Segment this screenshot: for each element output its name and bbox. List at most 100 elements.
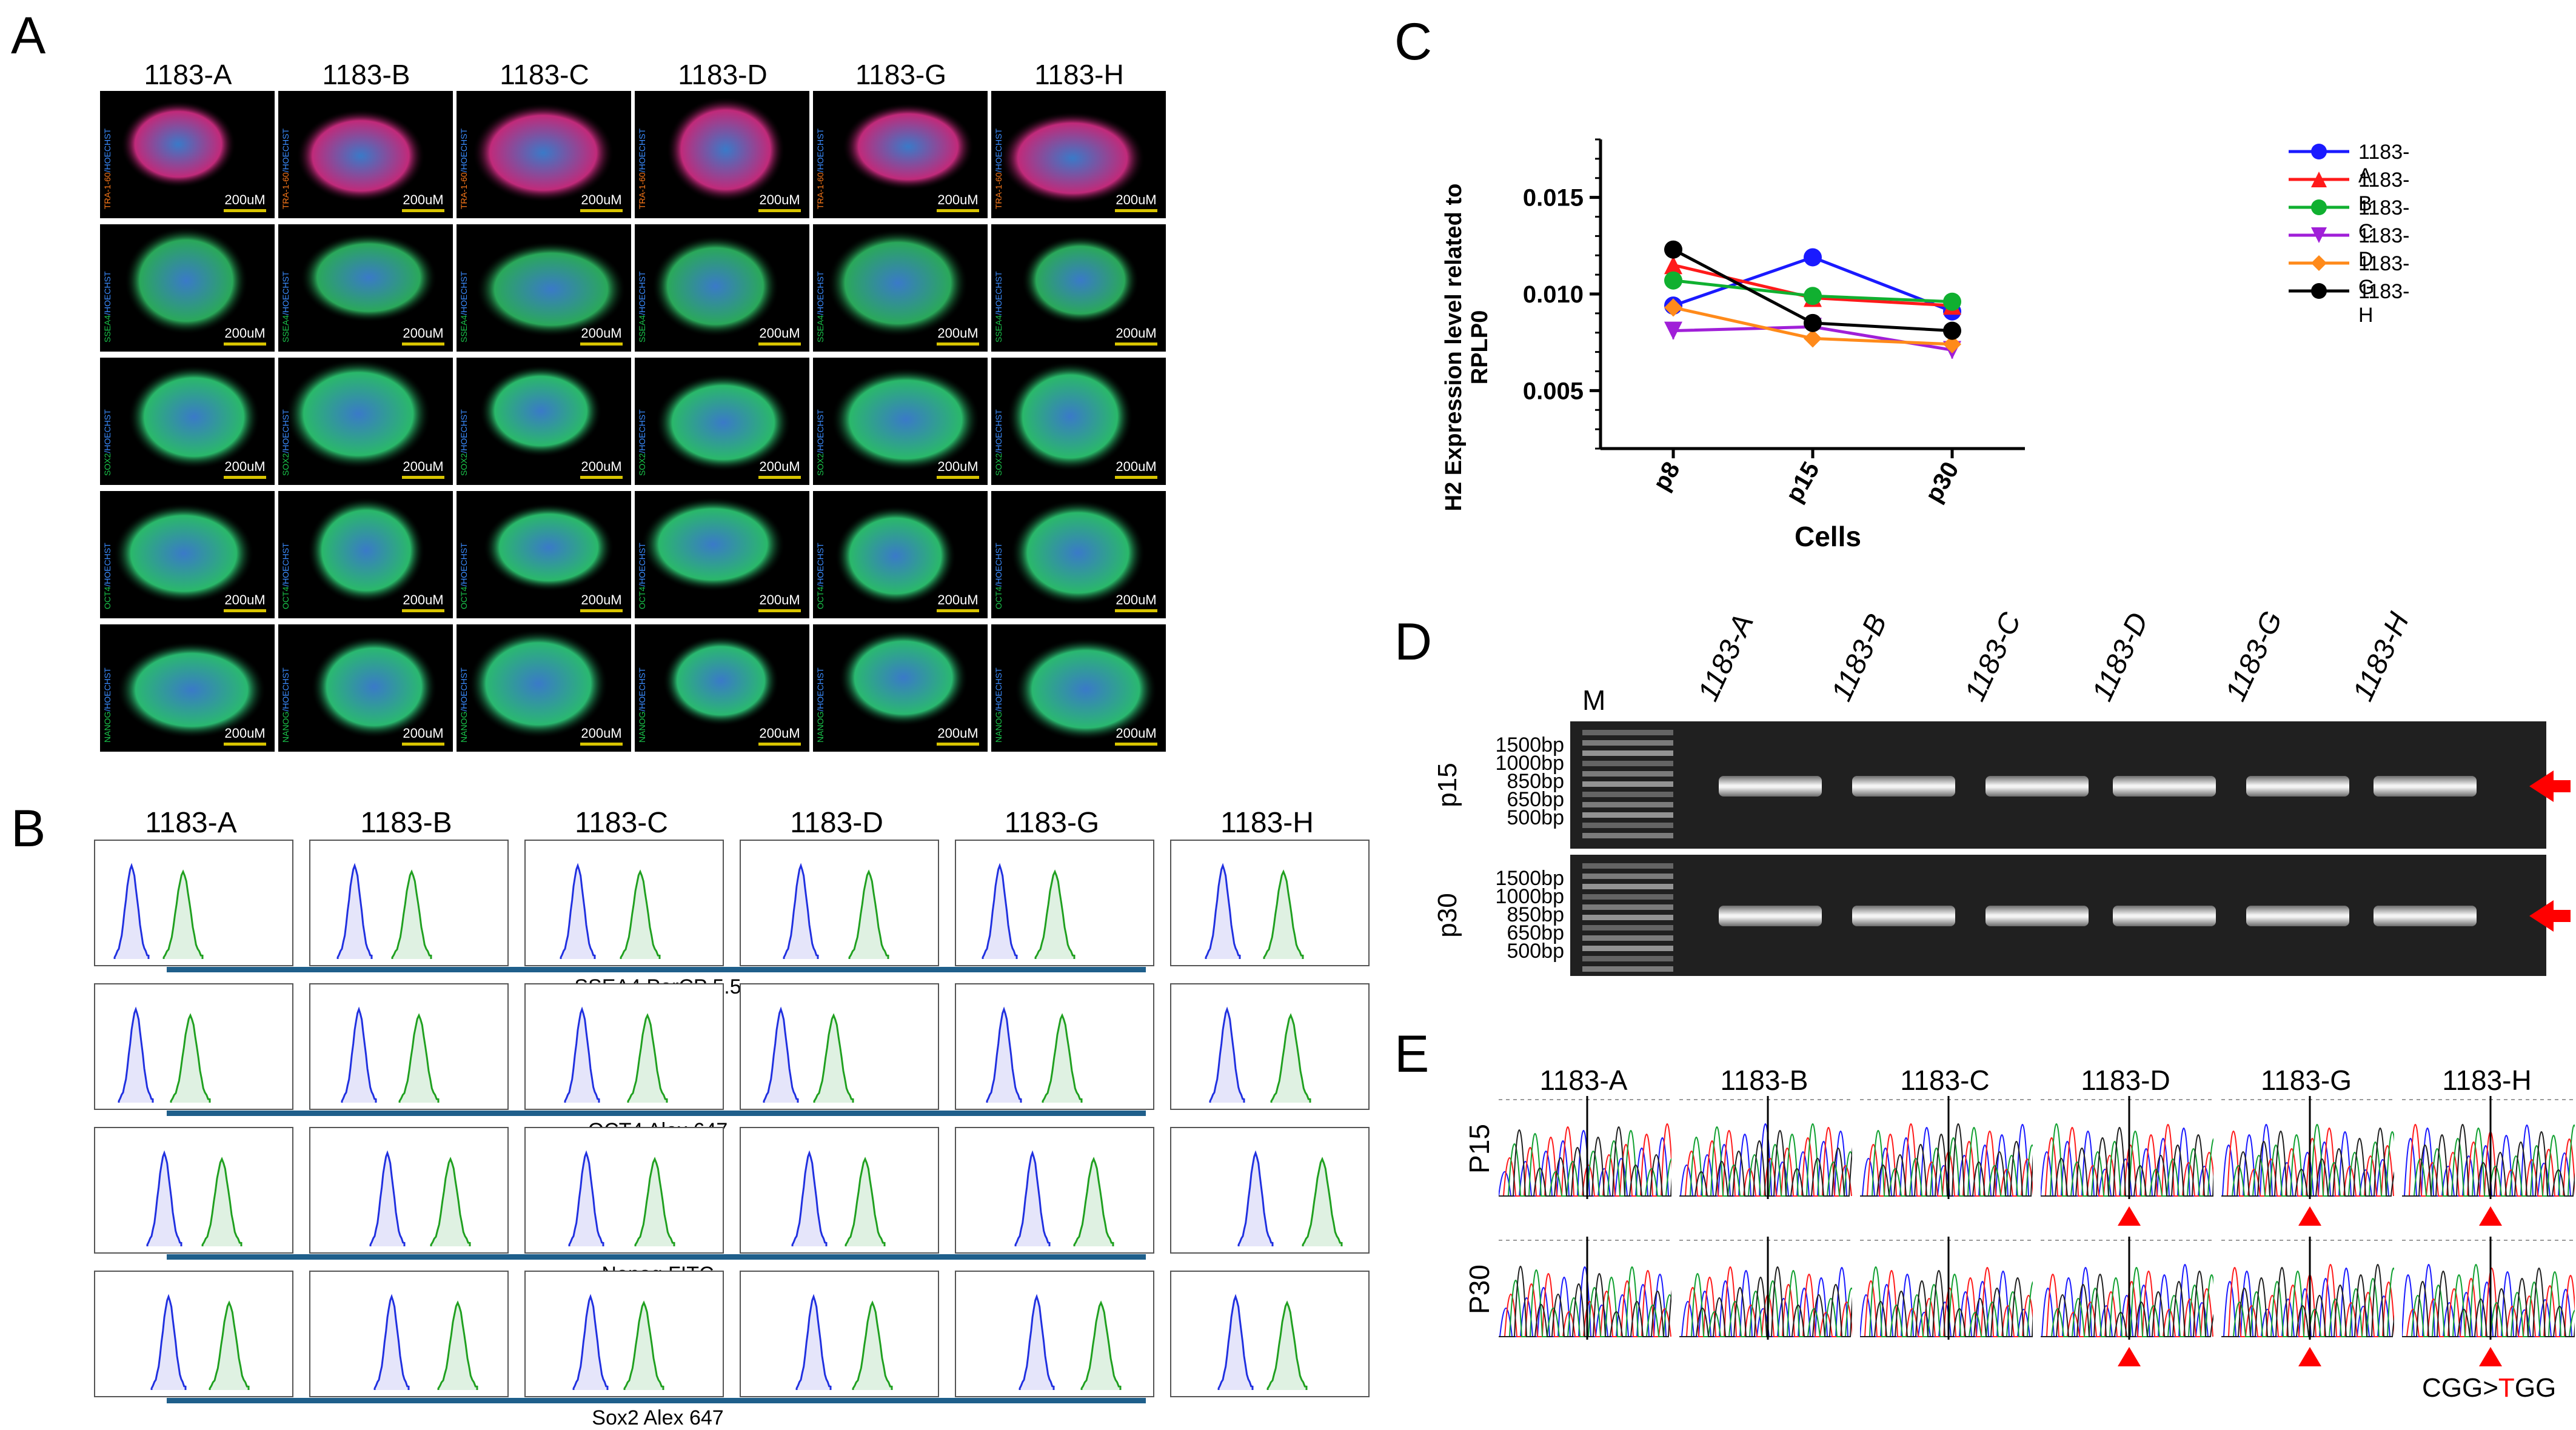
e-chromatogram bbox=[2221, 1237, 2405, 1340]
a-stain-sep: / bbox=[815, 709, 825, 712]
d-ladder-label: M bbox=[1582, 684, 1606, 716]
e-chromatogram bbox=[1499, 1237, 1681, 1340]
a-scale-bar: 200uM bbox=[1115, 459, 1157, 479]
e-chromatogram bbox=[1860, 1096, 2044, 1199]
a-scale-line bbox=[224, 209, 266, 212]
a-stain-sep: / bbox=[281, 450, 290, 453]
a-stain-counter: HOECHST bbox=[637, 667, 647, 709]
d-bp-label: 1000bp bbox=[1495, 885, 1564, 908]
b-histogram bbox=[740, 840, 939, 966]
d-ladder-band bbox=[1582, 761, 1673, 766]
e-mutation-arrow-icon bbox=[2479, 1206, 2502, 1226]
a-stain-sep: / bbox=[637, 709, 647, 712]
a-stain-counter: HOECHST bbox=[994, 128, 1003, 170]
d-sample-band bbox=[1852, 776, 1955, 797]
a-scale-bar: 200uM bbox=[402, 459, 444, 479]
e-chromatogram bbox=[1859, 1237, 2045, 1340]
a-stain-counter: HOECHST bbox=[281, 543, 290, 584]
a-scale-text: 200uM bbox=[403, 726, 444, 741]
a-scale-bar: 200uM bbox=[580, 592, 623, 612]
a-scale-bar: 200uM bbox=[402, 192, 444, 212]
a-colony bbox=[838, 629, 968, 726]
a-stain-sep: / bbox=[459, 450, 469, 453]
a-stain-label: NANOG/HOECHST bbox=[994, 636, 1003, 743]
a-colony bbox=[296, 109, 425, 202]
a-stain-counter: HOECHST bbox=[459, 667, 469, 709]
e-mutation-arrow-icon bbox=[2118, 1347, 2141, 1366]
d-ladder-band bbox=[1582, 966, 1673, 972]
d-ladder-band bbox=[1582, 740, 1673, 746]
b-histogram bbox=[94, 983, 293, 1110]
a-stain-label: OCT4/HOECHST bbox=[459, 503, 469, 609]
d-ladder-band bbox=[1582, 874, 1673, 879]
a-micrograph-tile: NANOG/HOECHST 200uM bbox=[457, 624, 631, 752]
d-sample-band bbox=[1986, 906, 2089, 926]
d-ladder-band bbox=[1582, 730, 1673, 735]
c-legend-label: 1183-B bbox=[2358, 169, 2410, 215]
a-colony bbox=[286, 359, 431, 469]
a-stain-sep: / bbox=[281, 312, 290, 315]
a-stain-counter: HOECHST bbox=[102, 128, 112, 170]
a-stain-label: NANOG/HOECHST bbox=[102, 636, 112, 743]
d-lane-label: 1183-D bbox=[2086, 607, 2155, 706]
a-stain-marker: NANOG bbox=[459, 711, 469, 743]
a-stain-label: TRA-1-60/HOECHST bbox=[815, 103, 825, 209]
b-histogram bbox=[740, 1127, 939, 1254]
a-stain-counter: HOECHST bbox=[637, 271, 647, 313]
a-scale-line bbox=[1115, 209, 1157, 212]
a-stain-counter: HOECHST bbox=[102, 271, 112, 313]
a-stain-label: TRA-1-60/HOECHST bbox=[102, 103, 112, 209]
a-stain-marker: TRA-1-60 bbox=[102, 172, 112, 209]
c-legend-swatch bbox=[2289, 255, 2349, 271]
a-stain-counter: HOECHST bbox=[815, 667, 825, 709]
a-colony bbox=[480, 365, 602, 457]
a-scale-line bbox=[580, 609, 623, 612]
d-bp-label: 850bp bbox=[1507, 903, 1564, 926]
d-ladder-band bbox=[1582, 894, 1673, 900]
c-ytick-label: 0.015 bbox=[1523, 185, 1584, 212]
d-ladder-band bbox=[1582, 863, 1673, 869]
a-stain-label: SOX2/HOECHST bbox=[459, 370, 469, 476]
a-stain-counter: HOECHST bbox=[102, 543, 112, 584]
b-histogram bbox=[1170, 983, 1370, 1110]
b-column-label: 1183-C bbox=[575, 807, 668, 839]
a-stain-marker: SOX2 bbox=[459, 453, 469, 476]
a-colony bbox=[835, 506, 956, 606]
a-scale-bar: 200uM bbox=[402, 592, 444, 612]
a-stain-sep: / bbox=[102, 170, 112, 173]
panel-a-letter: A bbox=[11, 7, 46, 65]
a-scale-text: 200uM bbox=[403, 326, 444, 341]
a-stain-counter: HOECHST bbox=[994, 271, 1003, 313]
a-stain-counter: HOECHST bbox=[459, 128, 469, 170]
a-micrograph-tile: SOX2/HOECHST 200uM bbox=[635, 358, 809, 485]
a-stain-label: OCT4/HOECHST bbox=[994, 503, 1003, 609]
a-stain-label: SSEA4/HOECHST bbox=[994, 236, 1003, 342]
a-colony bbox=[128, 365, 260, 469]
b-histogram bbox=[955, 983, 1154, 1110]
a-stain-marker: SOX2 bbox=[637, 453, 647, 476]
d-sample-band bbox=[2246, 776, 2349, 797]
a-stain-marker: NANOG bbox=[815, 711, 825, 743]
d-ladder-band bbox=[1582, 935, 1673, 941]
a-scale-text: 200uM bbox=[937, 326, 979, 341]
a-stain-sep: / bbox=[637, 170, 647, 173]
a-scale-text: 200uM bbox=[937, 192, 979, 207]
a-scale-text: 200uM bbox=[403, 459, 444, 474]
a-scale-line bbox=[937, 476, 979, 479]
a-stain-marker: OCT4 bbox=[815, 586, 825, 609]
panel-d-letter: D bbox=[1394, 613, 1433, 671]
e-column-label: 1183-B bbox=[1720, 1064, 1808, 1096]
a-scale-bar: 200uM bbox=[937, 459, 979, 479]
a-stain-counter: HOECHST bbox=[281, 128, 290, 170]
d-ladder-band bbox=[1582, 792, 1673, 797]
d-lane-label: 1183-G bbox=[2220, 606, 2289, 706]
a-stain-sep: / bbox=[994, 709, 1003, 712]
a-micrograph-tile: SOX2/HOECHST 200uM bbox=[813, 358, 988, 485]
d-ladder-band bbox=[1582, 925, 1673, 931]
a-scale-text: 200uM bbox=[759, 592, 800, 607]
d-bp-label: 1000bp bbox=[1495, 752, 1564, 775]
a-stain-label: SSEA4/HOECHST bbox=[637, 236, 647, 342]
a-scale-text: 200uM bbox=[937, 726, 979, 741]
a-stain-counter: HOECHST bbox=[281, 271, 290, 313]
d-ladder-band bbox=[1582, 915, 1673, 920]
